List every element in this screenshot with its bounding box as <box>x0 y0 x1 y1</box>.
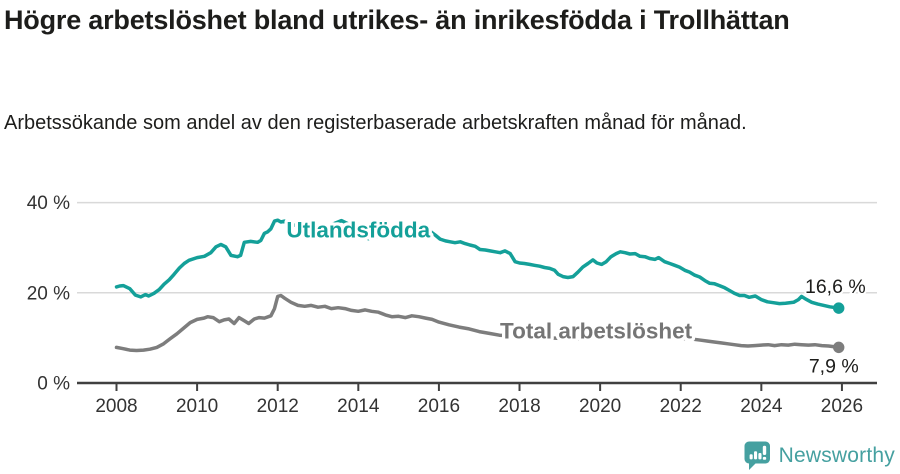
y-axis-label: 0 % <box>37 374 70 395</box>
y-axis-label: 40 % <box>27 193 70 214</box>
series-label: Total arbetslöshet <box>500 319 693 344</box>
y-axis-label: 20 % <box>27 283 70 304</box>
newsworthy-wordmark: Newsworthy <box>778 443 895 467</box>
series-end-dot <box>833 341 845 354</box>
x-axis-label: 2016 <box>418 396 460 417</box>
x-axis-label: 2024 <box>740 396 783 417</box>
x-axis-label: 2022 <box>660 396 702 417</box>
x-axis-label: 2018 <box>498 396 540 417</box>
x-axis-label: 2014 <box>337 396 380 417</box>
series-line-total-arbetsl-shet <box>114 293 841 353</box>
series-end-value: 16,6 % <box>805 276 866 298</box>
newsworthy-speech-bubble-icon <box>744 441 770 470</box>
x-axis-label: 2010 <box>176 396 218 417</box>
x-axis-label: 2020 <box>579 396 621 417</box>
newsworthy-logo: Newsworthy <box>743 440 895 471</box>
series-end-dot <box>833 302 845 314</box>
series-label: Utlandsfödda <box>286 218 430 243</box>
page-title: Högre arbetslöshet bland utrikes- än inr… <box>4 5 790 35</box>
x-axis-label: 2026 <box>821 396 863 417</box>
x-axis-label: 2012 <box>257 396 299 417</box>
series-line-utlandsf-dda <box>114 218 841 310</box>
x-axis-label: 2008 <box>95 396 137 417</box>
series-end-value: 7,9 % <box>809 355 859 377</box>
page-subtitle: Arbetssökande som andel av den registerb… <box>4 112 747 134</box>
line-chart: 0 % 20 % 40 % 2008 2010 2012 2014 2016 2018 2020 2… <box>27 193 877 417</box>
